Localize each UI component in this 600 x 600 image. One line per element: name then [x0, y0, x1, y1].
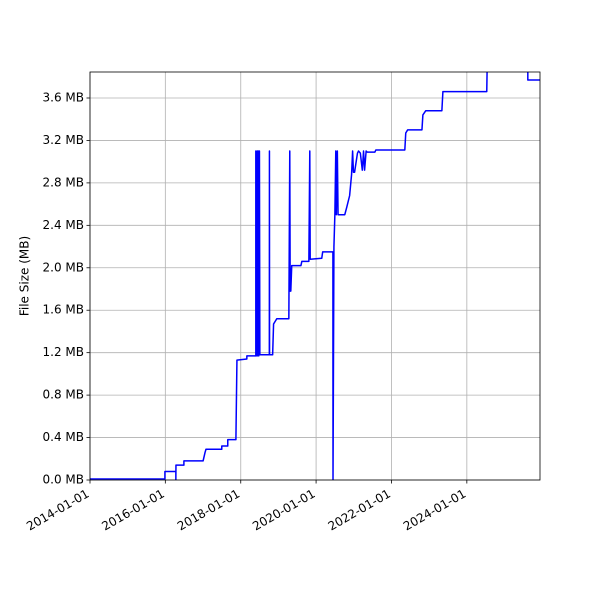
y-tick-label: 3.2 MB: [43, 133, 84, 147]
y-tick-label: 1.2 MB: [43, 345, 84, 359]
y-axis-label: File Size (MB): [18, 236, 32, 316]
y-tick-label: 0.8 MB: [43, 388, 84, 402]
data-line: [90, 72, 540, 480]
y-tick-label: 2.4 MB: [43, 218, 84, 232]
y-tick-label: 0.0 MB: [43, 473, 84, 487]
y-tick-label: 2.8 MB: [43, 175, 84, 189]
y-tick-label: 0.4 MB: [43, 430, 84, 444]
y-tick-label: 1.6 MB: [43, 303, 84, 317]
y-tick-label: 2.0 MB: [43, 260, 84, 274]
y-tick-label: 3.6 MB: [43, 90, 84, 104]
plot-frame: [89, 71, 541, 481]
